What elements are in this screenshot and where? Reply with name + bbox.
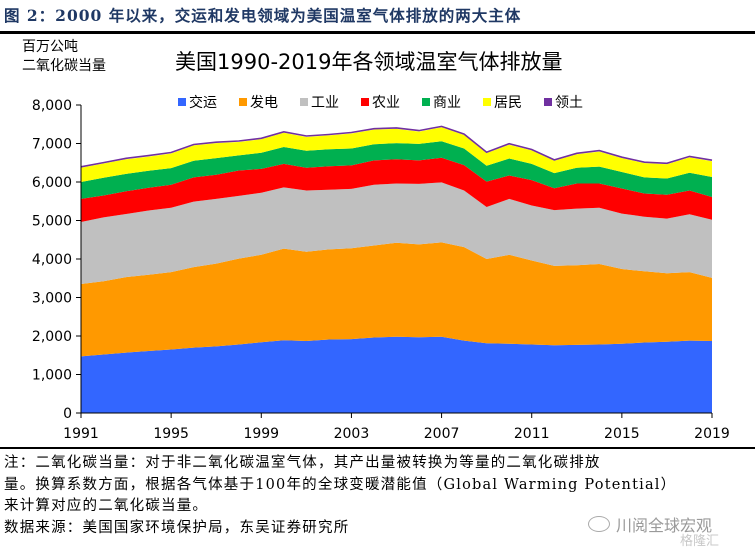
- watermark: 川阅全球宏观: [588, 512, 712, 536]
- series-area-0: [81, 336, 712, 413]
- legend: 交运 发电 工业 农业 商业 居民 领土: [178, 92, 605, 112]
- x-tick-label: 1995: [153, 426, 189, 442]
- legend-swatch: [178, 98, 186, 106]
- unit-line-1: 百万公吨: [22, 39, 78, 55]
- legend-item: 领土: [544, 92, 583, 112]
- watermark-text: 川阅全球宏观: [616, 516, 713, 535]
- legend-label: 领土: [555, 95, 583, 111]
- legend-item: 工业: [300, 92, 339, 112]
- legend-item: 居民: [483, 92, 522, 112]
- x-tick-label: 2011: [514, 426, 550, 442]
- note-line-3: 来计算对应的二氧化碳当量。: [4, 498, 209, 514]
- y-tick-label: 2,000: [32, 329, 72, 345]
- legend-label: 工业: [311, 95, 339, 111]
- x-tick-label: 1991: [63, 426, 99, 442]
- top-rule: [0, 31, 755, 34]
- legend-item: 商业: [422, 92, 461, 112]
- legend-item: 农业: [361, 92, 400, 112]
- y-tick-label: 1,000: [32, 368, 72, 384]
- legend-label: 居民: [494, 95, 522, 111]
- series-area-5: [81, 127, 712, 182]
- y-tick-label: 0: [63, 406, 72, 422]
- series-area-3: [81, 157, 712, 222]
- source-line: 数据来源：美国国家环境保护局，东吴证券研究所: [4, 519, 350, 536]
- stacked-area-chart: 0 1,000 2,000 3,000 4,000 5,000 6,000 7,000 8,00…: [32, 98, 730, 442]
- watermark-secondary: 格隆汇: [680, 534, 720, 549]
- x-tick-label: 2003: [334, 426, 370, 442]
- notes: 注：二氧化碳当量：对于非二氧化碳温室气体，其产出量被转换为等量的二氧化碳排放 量…: [4, 453, 752, 539]
- legend-item: 发电: [239, 92, 278, 112]
- y-tick-label: 5,000: [32, 214, 72, 230]
- y-axis-unit: 百万公吨 二氧化碳当量: [22, 38, 106, 76]
- legend-swatch: [300, 98, 308, 106]
- series-area-2: [81, 182, 712, 284]
- legend-label: 交运: [189, 95, 217, 111]
- chart-title: 美国1990-2019年各领域温室气体排放量: [175, 50, 563, 74]
- note-line-2: 量。换算系数方面，根据各气体基于100年的全球变暖潜能值（Global Warm…: [4, 476, 677, 493]
- legend-label: 发电: [250, 95, 278, 111]
- x-tick-label: 2019: [694, 426, 730, 442]
- legend-swatch: [483, 98, 491, 106]
- note-line-1: 注：二氧化碳当量：对于非二氧化碳温室气体，其产出量被转换为等量的二氧化碳排放: [4, 455, 601, 471]
- unit-line-2: 二氧化碳当量: [22, 58, 106, 74]
- y-tick-label: 3,000: [32, 291, 72, 307]
- bottom-rule: [0, 447, 755, 449]
- legend-swatch: [544, 98, 552, 106]
- y-tick-label: 4,000: [32, 252, 72, 268]
- y-tick-label: 8,000: [32, 98, 72, 114]
- legend-swatch: [361, 98, 369, 106]
- legend-label: 农业: [372, 95, 400, 111]
- x-tick-label: 2007: [424, 426, 460, 442]
- legend-swatch: [422, 98, 430, 106]
- series-area-1: [81, 242, 712, 357]
- y-tick-label: 6,000: [32, 175, 72, 191]
- x-tick-label: 2015: [604, 426, 640, 442]
- legend-label: 商业: [433, 95, 461, 111]
- legend-item: 交运: [178, 92, 217, 112]
- figure-title: 图 2：2000 年以来，交运和发电领域为美国温室气体排放的两大主体: [4, 6, 522, 25]
- series-area-6: [80, 125, 713, 168]
- legend-swatch: [239, 98, 247, 106]
- wechat-icon: [588, 516, 610, 532]
- y-tick-label: 7,000: [32, 137, 72, 153]
- x-tick-label: 1999: [243, 426, 279, 442]
- series-area-4: [81, 141, 712, 199]
